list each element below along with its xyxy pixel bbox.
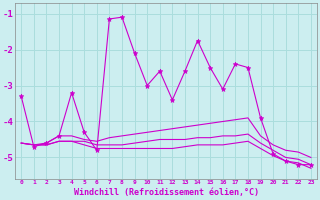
X-axis label: Windchill (Refroidissement éolien,°C): Windchill (Refroidissement éolien,°C) xyxy=(74,188,259,197)
